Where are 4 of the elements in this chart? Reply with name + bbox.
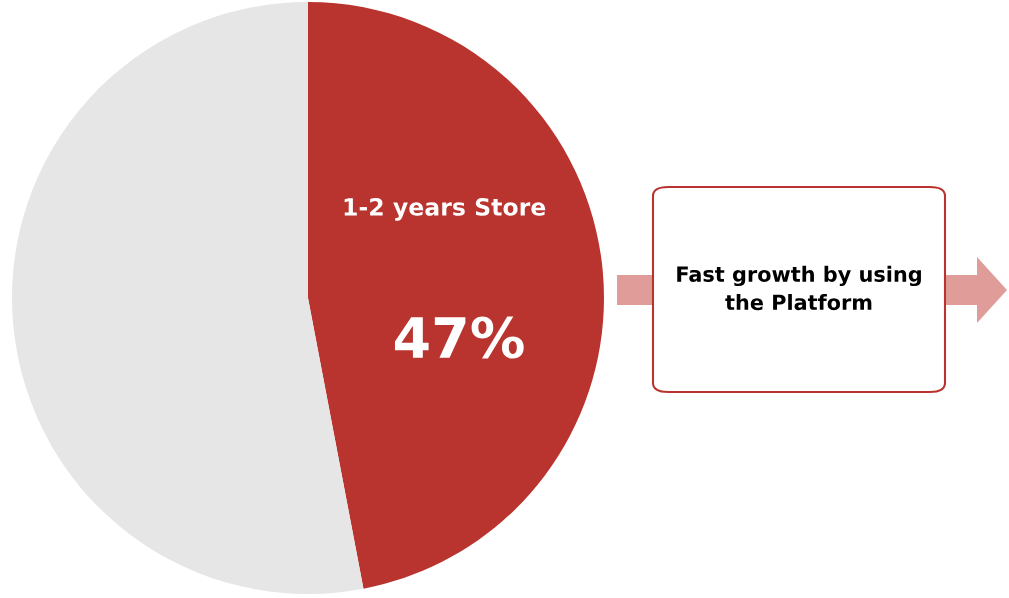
pie-slice	[308, 2, 604, 589]
text: Fast growth by using the Platform	[677, 265, 921, 311]
slice-label: 1-2 years Store	[344, 198, 546, 221]
data-label: 47%	[394, 316, 524, 359]
